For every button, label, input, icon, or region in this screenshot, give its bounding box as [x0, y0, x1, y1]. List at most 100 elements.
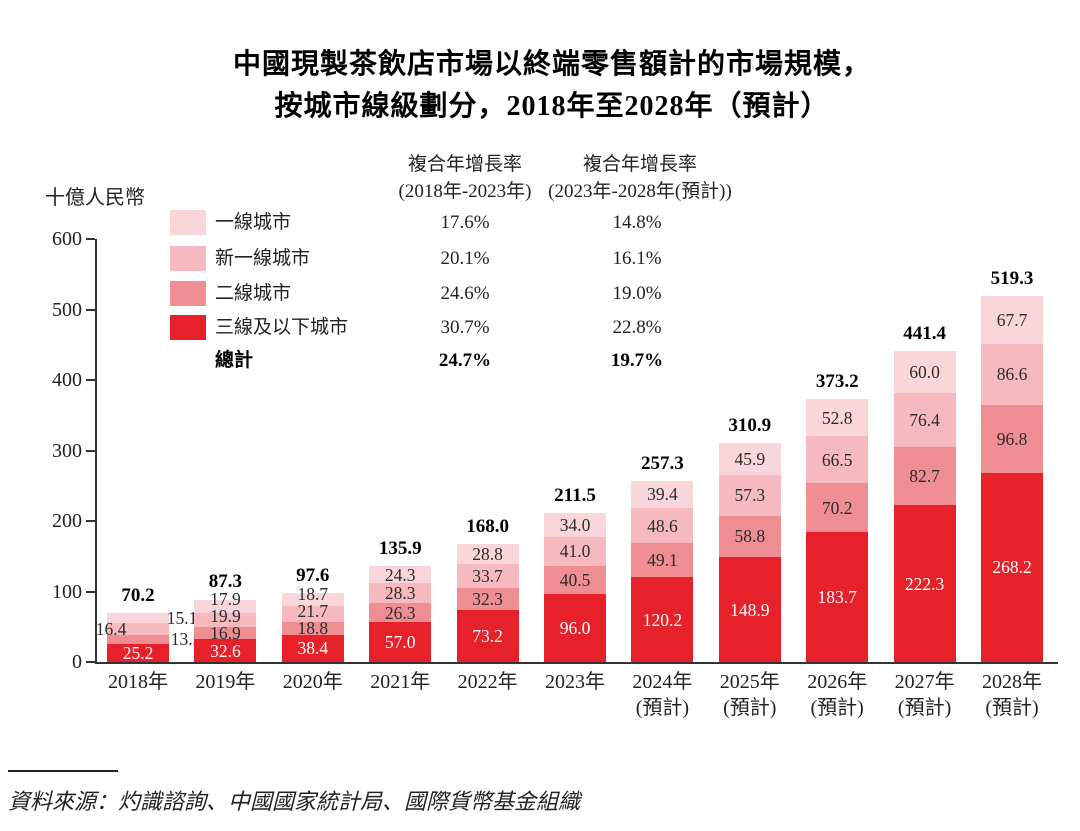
x-tick-label: 2027年 [894, 671, 955, 693]
segment-value-label: 96.8 [996, 428, 1028, 449]
bar-segment-2022年-三線及以下城市 [456, 610, 519, 662]
segment-value-label: 16.9 [210, 623, 241, 644]
y-axis-tick [86, 661, 95, 663]
x-axis-line [95, 662, 1058, 664]
segment-value-label: 13.5 [170, 629, 202, 650]
segment-value-label: 45.9 [734, 448, 766, 469]
bar-segment-2026年-新一線城市 [806, 436, 869, 483]
bar-segment-2021年-三線及以下城市 [369, 621, 432, 662]
bar-segment-2021年-二線城市 [369, 603, 432, 622]
segment-value-label: 18.7 [297, 584, 329, 605]
bar-segment-2028年-一線城市 [981, 295, 1043, 344]
legend-swatch-3 [170, 281, 206, 306]
cagr-value-2023-2028-row-3: 19.0% [612, 283, 662, 304]
segment-value-label: 15.1 [166, 607, 198, 628]
x-tick-label: 2023年 [545, 671, 605, 693]
segment-value-label: 38.4 [297, 638, 329, 659]
cagr-value-2018-2023-row-4: 30.7% [440, 317, 490, 338]
x-tick-label: 2018年 [108, 671, 168, 693]
legend-swatch-1 [170, 210, 206, 235]
cagr-column-header-2018-2023: 複合年增長率 (2018年-2023年) [345, 151, 585, 205]
x-tick-sublabel: (預計) [635, 697, 690, 719]
bar-segment-2024年-新一線城市 [631, 508, 694, 543]
segment-value-label: 57.0 [384, 631, 416, 652]
x-tick-label: 2019年 [195, 671, 256, 693]
y-tick-label: 600 [52, 228, 82, 250]
segment-value-label: 19.9 [210, 606, 241, 627]
cagr-value-2018-2023-row-1: 17.6% [440, 212, 490, 233]
segment-value-label: 26.3 [384, 602, 416, 623]
bar-segment-2022年-一線城市 [456, 543, 519, 564]
bar-total-label: 97.6 [296, 565, 330, 587]
y-axis-tick [86, 449, 95, 452]
cagr-value-2023-2028-row-4: 22.8% [612, 317, 662, 338]
segment-value-label: 57.3 [734, 485, 766, 506]
x-tick-sublabel: (預計) [985, 697, 1039, 719]
bar-segment-2027年-一線城市 [893, 350, 956, 394]
bar-total-label: 70.2 [121, 584, 155, 606]
bar-segment-2025年-二線城市 [718, 515, 781, 558]
segment-value-label: 222.3 [904, 573, 945, 594]
bar-segment-2025年-三線及以下城市 [718, 557, 781, 662]
segment-value-label: 24.3 [384, 564, 416, 585]
bar-segment-2025年-新一線城市 [718, 475, 781, 516]
bar-segment-2019年-一線城市 [194, 600, 257, 614]
bar-segment-2018年-一線城市 [107, 612, 169, 624]
bar-segment-2021年-新一線城市 [369, 583, 432, 604]
bar-total-label: 441.4 [903, 322, 946, 344]
segment-value-label: 148.9 [730, 599, 770, 620]
bar-segment-2023年-新一線城市 [544, 536, 606, 566]
segment-value-label: 16.4 [95, 618, 127, 639]
y-tick-label: 200 [52, 510, 82, 532]
x-tick-label: 2021年 [370, 671, 431, 693]
bar-segment-2020年-二線城市 [281, 621, 344, 635]
segment-value-label: 32.3 [472, 589, 503, 609]
bar-segment-2024年-一線城市 [631, 480, 694, 509]
bar-segment-2018年-二線城市 [107, 634, 169, 645]
segment-value-label: 73.2 [472, 626, 503, 647]
y-axis-tick [86, 308, 95, 311]
bar-segment-2024年-二線城市 [631, 542, 694, 578]
cagr-header-1-line-1: 複合年增長率 [407, 154, 522, 175]
bar-total-label: 373.2 [815, 370, 859, 392]
bar-segment-2027年-三線及以下城市 [893, 505, 956, 662]
x-tick-sublabel: (預計) [810, 697, 864, 719]
y-tick-label: 100 [52, 580, 82, 603]
bar-segment-2023年-二線城市 [544, 565, 606, 595]
x-tick-sublabel: (預計) [723, 697, 777, 719]
segment-value-label: 28.3 [384, 583, 416, 604]
segment-value-label: 268.2 [992, 557, 1032, 578]
bar-segment-2024年-三線及以下城市 [631, 577, 694, 662]
segment-value-label: 28.8 [472, 543, 503, 564]
y-axis-tick [86, 238, 95, 240]
segment-value-label: 41.0 [559, 541, 591, 562]
segment-value-label: 58.8 [734, 526, 766, 547]
segment-value-label: 86.6 [996, 364, 1028, 385]
cagr-value-2018-2023-row-3: 24.6% [440, 283, 490, 304]
legend-label-3: 二線城市 [215, 283, 292, 304]
source-note: 資料來源：灼識諮詢、中國國家統計局、國際貨幣基金組織 [8, 789, 581, 814]
cagr-column-header-2023-2028: 複合年增長率 (2023年-2028年(預計)) [500, 151, 780, 205]
bar-segment-2021年-一線城市 [369, 566, 432, 584]
bar-segment-2018年-新一線城市 [107, 623, 169, 635]
y-tick-label: 400 [52, 369, 82, 391]
y-axis-tick [86, 520, 95, 522]
y-axis-tick [86, 590, 95, 593]
x-tick-label: 2022年 [457, 671, 518, 693]
bar-segment-2020年-一線城市 [281, 593, 344, 607]
bar-segment-2027年-二線城市 [893, 446, 956, 506]
segment-value-label: 96.0 [559, 618, 591, 639]
segment-value-label: 66.5 [821, 449, 853, 470]
legend-label-2: 新一線城市 [215, 248, 311, 269]
segment-value-label: 82.7 [909, 466, 940, 487]
segment-value-label: 52.8 [821, 407, 853, 428]
legend-label-1: 一線城市 [215, 212, 292, 233]
bar-total-label: 135.9 [378, 538, 422, 560]
segment-value-label: 18.8 [297, 618, 329, 639]
segment-value-label: 70.2 [821, 497, 853, 518]
cagr-value-2018-2023-row-2: 20.1% [440, 248, 490, 269]
y-axis-tick [86, 379, 95, 381]
segment-value-label: 34.0 [559, 514, 591, 535]
bar-total-label: 257.3 [641, 452, 684, 474]
